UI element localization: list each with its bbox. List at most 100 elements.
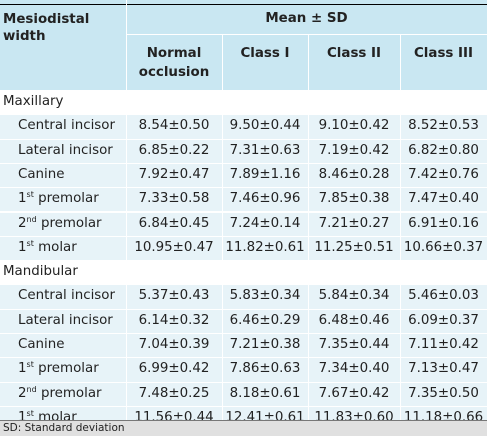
table-header [0, 0, 487, 90]
table-cell: 8.46±0.28 [318, 166, 390, 182]
table-cell: 6.46±0.29 [229, 312, 301, 328]
header-divider [126, 34, 487, 35]
row-divider [0, 357, 487, 359]
column-divider [222, 34, 223, 420]
table-cell: 5.46±0.03 [408, 288, 479, 304]
table-cell: 7.42±0.76 [408, 166, 479, 182]
row-label-text: Central incisor [18, 118, 115, 134]
row-label-text: 1 [18, 409, 27, 425]
row-divider [0, 162, 487, 164]
col-class2: Class II [326, 46, 382, 61]
table-row [0, 381, 487, 406]
row-label-header-line2: width [3, 29, 46, 44]
row-label: Central incisor [18, 288, 115, 304]
section-title: Mandibular [3, 264, 78, 280]
table-cell: 7.34±0.40 [318, 361, 390, 377]
col-class1: Class I [240, 46, 290, 61]
row-label-suffix: premolar [36, 215, 102, 231]
table-cell: 5.83±0.34 [229, 288, 301, 304]
row-label-text: Lateral incisor [18, 312, 113, 328]
row-label-suffix: premolar [33, 361, 99, 377]
column-divider [400, 34, 401, 420]
row-label-superscript: st [26, 408, 34, 418]
table-cell: 7.04±0.39 [138, 337, 210, 352]
row-label: Lateral incisor [18, 143, 113, 159]
row-divider [0, 138, 487, 140]
table-cell: 7.89±1.16 [229, 166, 301, 182]
row-label-text: Central incisor [18, 288, 115, 304]
row-label: 1st premolar [18, 361, 99, 377]
table-cell: 8.18±0.61 [229, 385, 301, 401]
table-cell: 7.48±0.25 [138, 385, 210, 401]
row-label: Canine [18, 167, 65, 183]
table-cell: 5.37±0.43 [138, 288, 210, 304]
table-row [0, 284, 487, 309]
table-cell: 7.85±0.38 [318, 191, 390, 207]
table-row [0, 138, 487, 163]
row-label: 1st molar [18, 238, 77, 256]
table-cell: 7.92±0.47 [138, 166, 210, 182]
table-cell: 6.82±0.80 [408, 142, 479, 158]
table-row [0, 235, 487, 261]
table-cell: 6.84±0.45 [138, 215, 210, 231]
row-label-superscript: st [26, 360, 34, 370]
row-label-text: 1 [18, 191, 27, 207]
row-divider [0, 211, 487, 213]
table-cell: 7.31±0.63 [229, 142, 301, 158]
row-label: 2nd premolar [18, 215, 102, 232]
row-label-superscript: nd [26, 384, 37, 394]
table-cell: 7.35±0.44 [318, 337, 390, 352]
table-cell: 10.66±0.37 [403, 239, 484, 255]
top-rule [0, 4, 487, 5]
table-cell: 7.35±0.50 [408, 385, 479, 401]
table-cell: 9.10±0.42 [318, 118, 390, 134]
row-label-superscript: st [26, 238, 34, 248]
row-label: 2nd premolar [18, 384, 102, 402]
table-cell: 9.50±0.44 [229, 118, 301, 134]
table-cell: 6.48±0.46 [318, 312, 390, 328]
row-label-suffix: molar [33, 239, 77, 255]
row-divider [0, 284, 487, 286]
table-cell: 10.95±0.47 [134, 239, 214, 255]
row-divider [0, 405, 487, 407]
table-row [0, 211, 487, 236]
row-label: Canine [18, 337, 65, 353]
table-cell: 7.67±0.42 [318, 385, 390, 401]
row-label-text: 1 [18, 361, 27, 377]
row-label: Lateral incisor [18, 313, 113, 329]
column-divider [126, 0, 127, 420]
table-cell: 7.86±0.63 [229, 361, 301, 377]
table-cell: 6.14±0.32 [138, 312, 210, 328]
table-cell: 11.25±0.51 [314, 239, 394, 255]
table-cell: 7.24±0.14 [229, 215, 301, 231]
row-label-text: Lateral incisor [18, 142, 113, 158]
row-divider [0, 333, 487, 334]
row-label-text: 2 [18, 215, 27, 231]
row-label-text: 1 [18, 239, 27, 255]
table-cell: 7.19±0.42 [318, 142, 390, 158]
table-row [0, 162, 487, 188]
table-cell: 6.91±0.16 [408, 215, 479, 231]
table-cell: 6.99±0.42 [138, 361, 210, 377]
section-title: Maxillary [3, 94, 64, 109]
table-cell: 7.21±0.38 [229, 337, 301, 352]
table-row [0, 187, 487, 212]
table-cell: 8.52±0.53 [408, 118, 479, 134]
row-divider [0, 114, 487, 116]
table-cell: 6.85±0.22 [138, 142, 210, 158]
row-divider [0, 235, 487, 237]
row-divider [0, 187, 487, 189]
column-divider [308, 34, 309, 420]
row-divider [0, 381, 487, 383]
row-divider [0, 308, 487, 310]
col-class3: Class III [413, 46, 473, 61]
table-row [0, 308, 487, 333]
table-cell: 11.82±0.61 [225, 239, 305, 255]
table-cell: 7.33±0.58 [138, 191, 210, 207]
row-label: Central incisor [18, 118, 115, 134]
table-cell: 7.46±0.96 [229, 191, 301, 207]
row-label-text: Canine [18, 166, 65, 182]
table-row [0, 114, 487, 139]
table-row [0, 357, 487, 382]
col-normal-line1: Normal [146, 46, 202, 61]
